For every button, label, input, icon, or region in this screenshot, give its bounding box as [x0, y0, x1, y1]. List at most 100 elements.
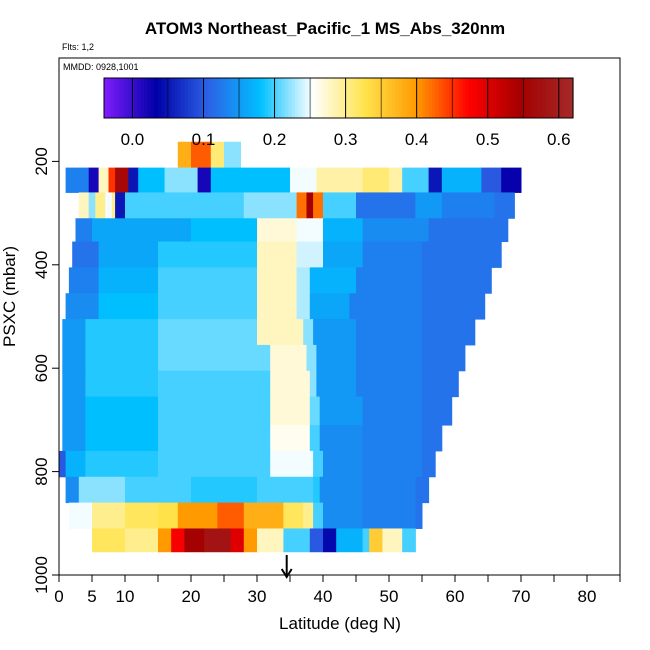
- heatmap-cell: [323, 241, 364, 268]
- heatmap-cell: [85, 370, 159, 398]
- heatmap-cell: [62, 425, 86, 452]
- colorbar-swatch: [418, 78, 423, 118]
- heatmap-cell: [72, 241, 100, 268]
- colorbar-swatch: [171, 78, 175, 118]
- x-tick-label: 20: [182, 587, 201, 606]
- heatmap-cell: [306, 344, 317, 372]
- heatmap-cell: [270, 425, 311, 452]
- colorbar-swatch: [351, 78, 356, 118]
- colorbar-swatch: [345, 78, 350, 118]
- heatmap-cell: [243, 528, 258, 553]
- heatmap-cell: [164, 167, 199, 193]
- colorbar-swatch: [512, 78, 517, 118]
- colorbar-swatch: [455, 78, 460, 118]
- heatmap-cell: [422, 344, 466, 372]
- colorbar-swatch: [361, 78, 366, 118]
- colorbar-swatch: [298, 78, 303, 118]
- heatmap-cell: [85, 344, 159, 372]
- colorbar-swatch: [194, 78, 199, 118]
- heatmap-cell: [98, 241, 159, 268]
- heatmap-cell: [65, 450, 86, 478]
- colorbar-swatch: [549, 78, 554, 118]
- heatmap-cell: [316, 370, 357, 398]
- heatmap-cell: [92, 218, 192, 243]
- heatmap-cell: [257, 267, 298, 294]
- plot-frame: [58, 57, 621, 576]
- colorbar-swatch: [348, 78, 353, 118]
- colorbar-frame: [103, 77, 574, 119]
- x-tick-label: 0: [54, 587, 63, 606]
- heatmap-cell: [309, 370, 317, 398]
- colorbar-swatch: [408, 78, 413, 118]
- colorbar-swatch: [181, 78, 185, 118]
- y-tick-label: 800: [32, 457, 51, 485]
- heatmap-cell: [323, 192, 357, 219]
- heatmap-cell: [313, 502, 324, 529]
- colorbar-swatch: [288, 78, 293, 118]
- colorbar-swatch: [479, 78, 484, 118]
- colorbar-swatch: [291, 78, 296, 118]
- heatmap-cell: [313, 476, 321, 504]
- x-tick-label: 10: [116, 587, 135, 606]
- colorbar-swatch: [281, 78, 286, 118]
- heatmap-cell: [224, 141, 241, 169]
- colorbar-swatch: [425, 78, 430, 118]
- heatmap-cell: [191, 476, 258, 504]
- y-tick-label: 200: [32, 147, 51, 175]
- colorbar-swatch: [435, 78, 440, 118]
- colorbar-swatch: [465, 78, 470, 118]
- colorbar-swatch: [248, 78, 252, 118]
- heatmap-cell: [158, 528, 172, 553]
- colorbar-swatch: [509, 78, 514, 118]
- colorbar-swatch: [294, 78, 299, 118]
- heatmap-cell: [309, 293, 350, 320]
- colorbar-swatch: [114, 78, 118, 118]
- colorbar-swatch: [211, 78, 216, 118]
- heatmap-cell: [362, 218, 430, 243]
- colorbar-swatch: [241, 78, 246, 118]
- colorbar-swatch: [338, 78, 343, 118]
- colorbar-swatch: [398, 78, 403, 118]
- x-tick-label: 60: [446, 587, 465, 606]
- colorbar-swatch: [522, 78, 527, 118]
- heatmap-cell: [303, 319, 314, 346]
- heatmap-cell: [415, 192, 443, 219]
- colorbar-swatch: [204, 78, 209, 118]
- colorbar-swatch: [368, 78, 373, 118]
- heatmap-cell: [283, 528, 311, 553]
- colorbar-swatch: [315, 78, 319, 118]
- colorbar-swatch: [104, 78, 108, 118]
- heatmap-cell: [316, 167, 364, 193]
- colorbar-swatch: [305, 78, 309, 118]
- heatmap-cell: [95, 192, 106, 219]
- heatmap-cell: [441, 167, 482, 193]
- heatmap-cell: [217, 502, 245, 529]
- colorbar-swatch: [392, 78, 397, 118]
- x-tick-label: 70: [512, 587, 531, 606]
- colorbar-swatch: [160, 78, 165, 118]
- heatmap-cell: [105, 192, 113, 219]
- heatmap-cell: [356, 192, 416, 219]
- heatmap-cell: [78, 476, 126, 504]
- colorbar-swatch: [197, 78, 202, 118]
- heatmap-cell: [92, 502, 126, 529]
- heatmap-cell: [59, 450, 67, 478]
- colorbar-swatch: [268, 78, 273, 118]
- heatmap-cell: [75, 218, 93, 243]
- colorbar-swatch: [134, 78, 139, 118]
- heatmap-cell: [415, 502, 423, 529]
- colorbar-swatch: [489, 78, 494, 118]
- heatmap-cell: [323, 528, 337, 553]
- flights-label: Flts: 1,2: [62, 42, 95, 52]
- colorbar-swatch: [271, 78, 276, 118]
- colorbar-swatch: [335, 78, 340, 118]
- colorbar-swatch: [221, 78, 226, 118]
- x-tick-label: 40: [314, 587, 333, 606]
- colorbar-tick-label: 0.5: [476, 130, 500, 149]
- colorbar-swatch: [355, 78, 360, 118]
- colorbar-swatch: [499, 78, 504, 118]
- heatmap-cell: [115, 167, 129, 193]
- heatmap-cell: [316, 344, 357, 372]
- heatmap-cell: [428, 167, 443, 193]
- colorbar-swatch: [331, 78, 336, 118]
